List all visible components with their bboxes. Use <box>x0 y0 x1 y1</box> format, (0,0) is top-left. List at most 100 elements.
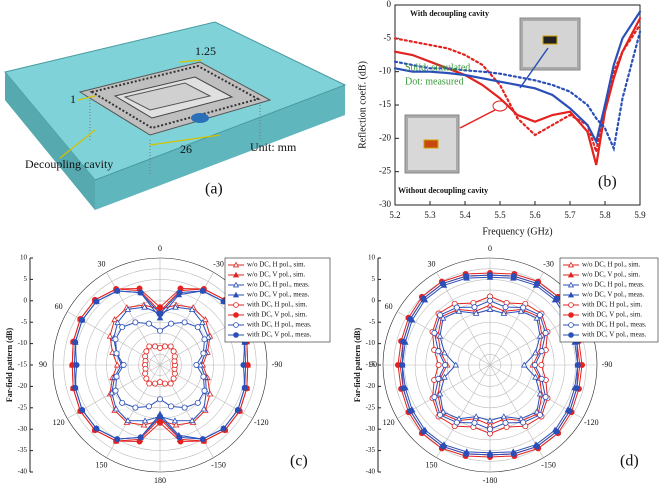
marker <box>199 287 206 294</box>
marker <box>194 324 201 331</box>
marker <box>439 314 447 321</box>
r-tick-label: -5 <box>21 318 27 326</box>
annotation: Solid: simulated <box>405 62 470 73</box>
series-line <box>393 23 642 153</box>
legend-marker <box>567 261 575 268</box>
marker <box>532 373 539 380</box>
marker <box>72 384 79 391</box>
marker <box>137 434 144 441</box>
annotation: Without decoupling cavity <box>398 186 488 195</box>
y-tick-label: -15 <box>379 99 391 109</box>
r-tick-label: -40 <box>18 468 28 476</box>
marker <box>400 385 407 392</box>
marker <box>436 390 444 397</box>
x-tick-label: 5.7 <box>564 210 576 220</box>
marker <box>471 419 478 426</box>
legend-label: with DC, V pol., meas. <box>247 331 312 339</box>
legend-marker <box>567 291 575 298</box>
marker <box>532 349 539 356</box>
series-line <box>393 30 642 153</box>
marker <box>199 319 206 326</box>
legend-label: with DC, V pol., meas. <box>582 331 647 339</box>
marker <box>520 419 527 426</box>
marker <box>176 434 183 441</box>
marker <box>172 421 180 428</box>
legend-marker <box>232 281 240 288</box>
marker <box>538 348 545 355</box>
annotation: With decoupling cavity <box>410 9 489 18</box>
legend-label: w/o DC, H pol., meas. <box>582 281 645 289</box>
angle-label: 0 <box>158 244 162 253</box>
legend-marker <box>233 322 239 328</box>
panel-label: (a) <box>205 181 223 198</box>
marker <box>399 361 406 368</box>
marker <box>152 380 159 387</box>
annotation: Dot: measured <box>405 76 464 87</box>
angle-label: -90 <box>272 360 283 369</box>
schematic: 1 1.25 26 Decoupling cavity Unit: mm (a) <box>4 21 347 210</box>
feed <box>191 113 209 123</box>
marker <box>201 387 208 394</box>
legend-box <box>224 257 331 343</box>
r-tick-label: -40 <box>366 468 376 476</box>
spoke <box>436 364 491 458</box>
marker <box>407 315 414 322</box>
marker <box>463 450 470 457</box>
legend-marker <box>567 281 575 288</box>
panel-label: (d) <box>620 453 639 470</box>
marker <box>79 317 86 324</box>
marker <box>156 304 163 311</box>
marker <box>146 343 153 350</box>
marker <box>201 336 208 343</box>
marker <box>156 310 163 317</box>
r-tick-label: -35 <box>366 446 376 454</box>
marker <box>536 312 543 319</box>
dim-label: 26 <box>180 142 192 156</box>
marker <box>106 332 114 339</box>
y-tick-label: -30 <box>379 199 391 209</box>
marker <box>542 329 549 336</box>
marker <box>141 303 148 310</box>
photo-without <box>423 139 439 149</box>
marker <box>156 379 163 386</box>
r-tick-label: 10 <box>368 254 376 262</box>
angle-label: 120 <box>53 418 65 427</box>
arrow <box>519 47 549 89</box>
r-tick-label: -30 <box>366 425 376 433</box>
r-tick-label: -30 <box>18 425 28 433</box>
marker <box>502 304 509 311</box>
marker <box>241 384 248 391</box>
marker <box>220 425 227 432</box>
marker <box>114 319 121 326</box>
marker <box>439 443 446 450</box>
marker <box>574 361 581 368</box>
marker <box>194 399 201 406</box>
x-tick-label: 5.9 <box>634 210 646 220</box>
r-tick-label: -15 <box>366 361 376 369</box>
marker <box>113 373 120 380</box>
dim-line <box>77 95 96 101</box>
slab-front <box>5 72 95 210</box>
marker <box>168 403 175 410</box>
marker <box>112 387 119 394</box>
marker <box>181 404 188 411</box>
y-tick-label: -10 <box>379 66 391 76</box>
marker <box>520 304 527 311</box>
marker <box>181 319 188 326</box>
marker <box>471 304 478 311</box>
y-axis-label: Reflection coeff. (dB) <box>357 61 368 149</box>
x-tick-label: 5.8 <box>599 210 611 220</box>
x-tick-label: 5.5 <box>494 210 506 220</box>
marker <box>538 361 545 368</box>
angle-label: 180 <box>154 476 166 485</box>
legend-marker <box>568 312 574 318</box>
marker <box>486 272 493 279</box>
marker <box>141 417 149 424</box>
marker <box>517 307 525 314</box>
r-tick-label: -35 <box>18 446 28 454</box>
legend-label: w/o DC, H pol., meas. <box>247 281 310 289</box>
dim-label: 1.25 <box>195 44 216 58</box>
legend-label: with DC, V pol., sim. <box>247 311 307 319</box>
legend-label: w/o DC, H pol., sim. <box>582 261 641 269</box>
